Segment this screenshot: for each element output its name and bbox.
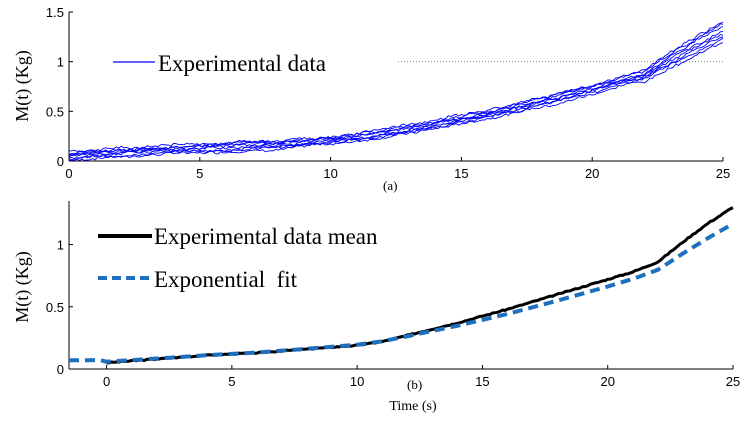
panel-a-y-tick-label: 1 bbox=[57, 55, 64, 70]
panel-a-experimental-run bbox=[68, 21, 724, 153]
panel-a-legend-label: Experimental data bbox=[158, 51, 326, 76]
panel-a-y-tick-label: 0.5 bbox=[46, 104, 64, 119]
panel-a-x-tick-label: 15 bbox=[454, 166, 468, 181]
panel-a-series-group bbox=[68, 21, 724, 161]
panel-a-experimental-run bbox=[68, 42, 724, 161]
panel-b-legend-label-mean: Experimental data mean bbox=[154, 224, 378, 249]
panel-b-x-tick-label: 25 bbox=[726, 374, 740, 389]
panel-b-y-axis-label: M(t) (Kg) bbox=[12, 251, 33, 322]
panel-a-x-tick-label: 0 bbox=[65, 166, 72, 181]
panel-a: 0 5 10 15 20 25 0 0.5 1 1.5 M(t) (Kg) (a) Experi… bbox=[12, 5, 730, 193]
panel-a-x-ticks: 0 5 10 15 20 25 bbox=[65, 157, 730, 181]
panel-a-y-tick-label: 1.5 bbox=[46, 5, 64, 20]
panel-b-x-tick-label: 20 bbox=[600, 374, 614, 389]
panel-b-y-tick-label: 0.5 bbox=[46, 300, 64, 315]
panel-a-x-tick-label: 10 bbox=[323, 166, 337, 181]
panel-a-legend: Experimental data bbox=[113, 42, 398, 82]
panel-b-legend-label-fit: Exponential fit bbox=[154, 267, 298, 292]
panel-a-x-tick-label: 20 bbox=[585, 166, 599, 181]
panel-a-legend-box bbox=[150, 42, 398, 82]
panel-b-x-axis-label: Time (s) bbox=[389, 399, 437, 414]
panel-b: 0 5 10 15 20 25 00.51 M(t) (Kg) (b) Time (s) … bbox=[12, 201, 740, 414]
panel-b-y-tick-label: 0 bbox=[57, 362, 64, 377]
panel-b-x-tick-label: 0 bbox=[103, 374, 110, 389]
panel-a-y-ticks: 0 0.5 1 1.5 bbox=[46, 5, 73, 169]
panel-a-experimental-run bbox=[68, 30, 724, 157]
panel-a-y-axis-label: M(t) (Kg) bbox=[12, 50, 33, 121]
panel-a-x-tick-label: 25 bbox=[716, 166, 730, 181]
panel-b-exponential-fit-line bbox=[69, 222, 734, 364]
panel-b-x-tick-label: 5 bbox=[228, 374, 235, 389]
panel-a-x-tick-label: 5 bbox=[196, 166, 203, 181]
panel-b-x-tick-label: 10 bbox=[350, 374, 364, 389]
panel-a-label: (a) bbox=[383, 178, 397, 193]
panel-b-series-group bbox=[69, 206, 734, 365]
panel-a-y-tick-label: 0 bbox=[57, 154, 64, 169]
panel-b-x-tick-label: 15 bbox=[475, 374, 489, 389]
panel-b-legend: Experimental data mean Exponential fit bbox=[98, 224, 378, 292]
panel-b-y-tick-label: 1 bbox=[57, 238, 64, 253]
panel-b-label: (b) bbox=[407, 377, 422, 392]
panel-b-y-ticks: 00.51 bbox=[46, 238, 73, 377]
panel-b-x-ticks: 0 5 10 15 20 25 bbox=[103, 365, 740, 389]
